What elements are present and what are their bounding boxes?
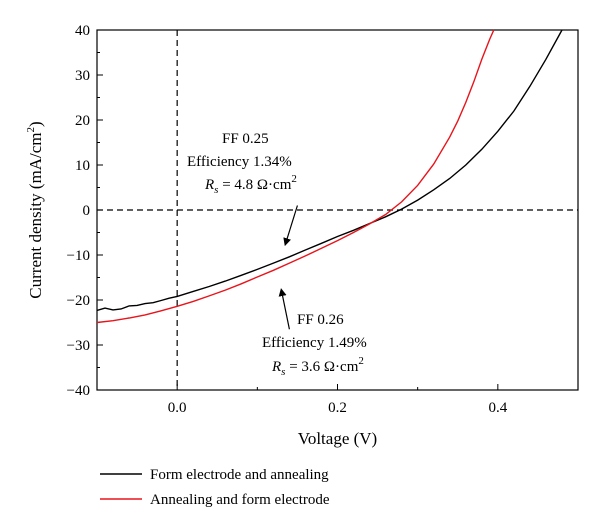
y-axis-title-close: ) bbox=[26, 121, 45, 127]
y-tick-label: 20 bbox=[75, 113, 90, 129]
annotation-2-efficiency: Efficiency 1.49% bbox=[262, 335, 367, 351]
series-line-form-electrode bbox=[96, 29, 563, 312]
y-tick-label: −40 bbox=[67, 383, 90, 399]
annotation-2-rs: Rs = 3.6 Ω·cm2 bbox=[271, 355, 364, 378]
reference-lines bbox=[97, 30, 578, 390]
y-tick-label: −20 bbox=[67, 293, 90, 309]
annotation-form-electrode: FF 0.25 Efficiency 1.34% Rs = 4.8 Ω·cm2 bbox=[187, 131, 298, 247]
annotation-1-arrow bbox=[283, 205, 298, 247]
y-tick-label: 40 bbox=[75, 23, 90, 39]
legend: Form electrode and annealing Annealing a… bbox=[100, 467, 330, 508]
y-tick-label: 10 bbox=[75, 158, 90, 174]
annotation-2-ff: FF 0.26 bbox=[297, 312, 344, 328]
x-axis-title: Voltage (V) bbox=[298, 429, 377, 448]
x-tick-label: 0.2 bbox=[328, 400, 347, 416]
legend-label-form-electrode: Form electrode and annealing bbox=[150, 467, 329, 483]
y-tick-label: −30 bbox=[67, 338, 90, 354]
x-tick-label: 0.4 bbox=[488, 400, 507, 416]
y-axis-title-main: Current density (mA/cm bbox=[26, 132, 45, 298]
annotation-2-arrow bbox=[278, 288, 290, 330]
x-tick-label: 0.0 bbox=[168, 400, 187, 416]
annotation-1-ff: FF 0.25 bbox=[222, 131, 269, 147]
y-axis-title: Current density (mA/cm2) bbox=[25, 121, 45, 298]
y-axis-ticks: −40 −30 −20 −10 0 10 20 30 40 bbox=[67, 23, 103, 399]
y-tick-label: −10 bbox=[67, 248, 90, 264]
y-tick-label: 0 bbox=[83, 203, 91, 219]
annotation-annealing: FF 0.26 Efficiency 1.49% Rs = 3.6 Ω·cm2 bbox=[262, 288, 367, 378]
series-line-annealing bbox=[96, 29, 495, 324]
annotation-1-efficiency: Efficiency 1.34% bbox=[187, 154, 292, 170]
legend-label-annealing: Annealing and form electrode bbox=[150, 492, 330, 508]
series-lines bbox=[96, 29, 563, 324]
annotation-1-rs: Rs = 4.8 Ω·cm2 bbox=[204, 173, 297, 196]
y-axis-title-sup: 2 bbox=[25, 127, 37, 133]
x-axis-ticks: 0.0 0.2 0.4 bbox=[96, 384, 579, 416]
y-tick-label: 30 bbox=[75, 68, 90, 84]
